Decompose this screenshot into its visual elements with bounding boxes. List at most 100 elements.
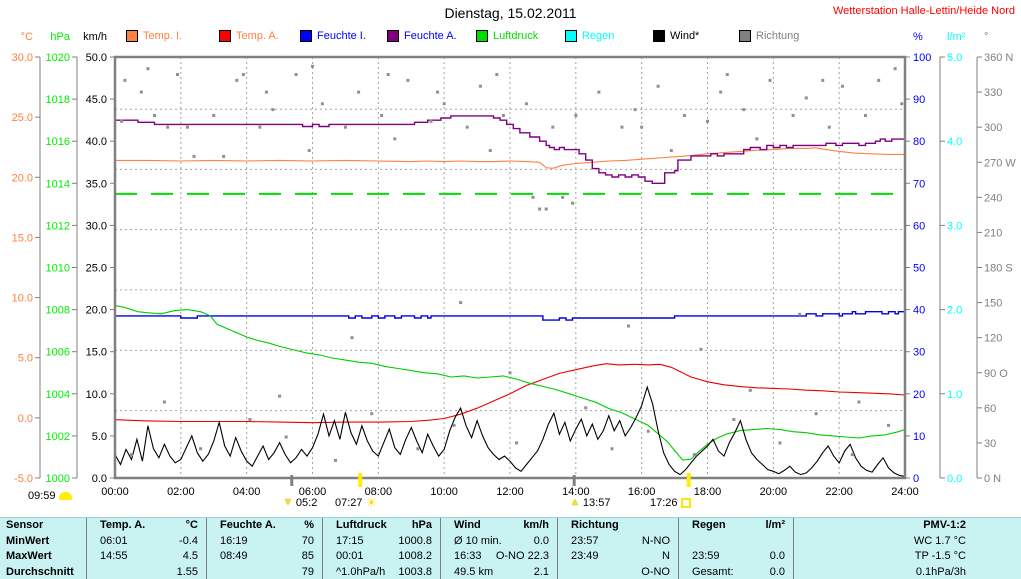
wind-direction-point — [508, 371, 512, 375]
wind-direction-point — [416, 447, 420, 451]
wind-direction-point — [561, 195, 565, 199]
wind-direction-point — [610, 447, 614, 451]
axis-tick-label: 60 — [913, 220, 925, 232]
table-cell: hPa — [411, 519, 432, 531]
legend-item-regen[interactable]: Regen — [565, 30, 614, 42]
series-line-temp-i- — [115, 147, 905, 169]
x-axis-label: 14:00 — [562, 486, 590, 498]
x-axis-label: 16:00 — [628, 486, 656, 498]
axis-tick-label: 360 N — [984, 52, 1013, 64]
legend-item-wind-[interactable]: Wind* — [653, 30, 699, 42]
table-cell: 70 — [301, 534, 314, 547]
sunrise-marker: 07:27 ☀ — [335, 496, 377, 509]
axis-tick-label: 30 — [913, 347, 925, 359]
x-axis-label: 08:00 — [365, 486, 393, 498]
table-cell: 1000.8 — [398, 534, 432, 547]
moonset-marker: ▼ 05:2 — [283, 497, 317, 509]
wind-direction-point — [732, 418, 736, 422]
axis-tick-label: 20.0 — [86, 305, 107, 317]
sun-daylight-icon — [58, 492, 72, 500]
legend-item-luftdruck[interactable]: Luftdruck — [476, 30, 538, 42]
axis-tick-label: 15.0 — [12, 232, 33, 244]
wind-direction-point — [692, 453, 696, 457]
wind-direction-point — [669, 149, 673, 153]
legend-label: Feuchte A. — [404, 30, 457, 42]
x-axis-label: 24:00 — [891, 486, 919, 498]
axis-tick-label: 0 — [913, 473, 919, 485]
wind-direction-point — [185, 125, 189, 129]
table-cell: -0.4 — [179, 534, 198, 547]
wind-direction-point — [748, 388, 752, 392]
axis-tick-label: 5.0 — [92, 431, 107, 443]
axis-tick-label: 4.0 — [947, 136, 962, 148]
axis-tick-label: 1.0 — [947, 389, 962, 401]
legend-swatch-icon — [126, 30, 138, 42]
axis-tick-label: 1010 — [46, 263, 70, 275]
axis-tick-label: 1002 — [46, 431, 70, 443]
legend-swatch-icon — [653, 30, 665, 42]
axis-tick-label: 180 S — [984, 263, 1013, 275]
axis-tick-label: 35.0 — [86, 178, 107, 190]
wind-direction-point — [501, 113, 505, 117]
axis-tick-label: 1020 — [46, 52, 70, 64]
wind-direction-point — [271, 108, 275, 112]
weather-chart: 30.025.020.015.010.05.00.0-5.0°C10201018… — [12, 31, 1017, 498]
x-axis-label: 18:00 — [694, 486, 722, 498]
axis-tick-label: 10 — [913, 431, 925, 443]
wind-direction-point — [334, 458, 338, 462]
moonrise-time: 13:57 — [582, 497, 611, 509]
axis-tick-label: 1016 — [46, 136, 70, 148]
axis-tick-label: 1006 — [46, 347, 70, 359]
table-cell: 49.5 km — [454, 565, 494, 578]
axis-tick-label: 30 — [984, 438, 996, 450]
legend-item-temp-a-[interactable]: Temp. A. — [219, 30, 279, 42]
x-axis-label: 02:00 — [167, 486, 195, 498]
wind-direction-point — [850, 453, 854, 457]
wind-direction-point — [584, 406, 588, 410]
axis-tick-label: 40.0 — [86, 136, 107, 148]
axis-tick-label: 30.0 — [12, 52, 33, 64]
moon-up-arrow-icon: ▲ — [570, 497, 580, 508]
legend-item-feuchte-i-[interactable]: Feuchte I. — [300, 30, 366, 42]
wind-direction-point — [791, 113, 795, 117]
axis-tick-label: 20 — [913, 389, 925, 401]
table-column-richtung: Richtung 23:57 N-NO 23:49 N O-NO — [557, 518, 679, 579]
axis-unit-label: ° — [984, 31, 988, 43]
wind-direction-point — [778, 441, 782, 445]
wind-direction-point — [538, 207, 542, 211]
axis-tick-label: 0.0 — [92, 473, 107, 485]
legend-swatch-icon — [219, 30, 231, 42]
table-cell: Luftdruck — [336, 519, 387, 531]
table-cell: Temp. A. — [100, 519, 146, 531]
axis-tick-label: 25.0 — [12, 112, 33, 124]
wind-direction-point — [248, 418, 252, 422]
table-cell: 16:19 — [220, 534, 248, 547]
sunset-time: 17:26 — [650, 497, 678, 509]
wind-direction-point — [436, 90, 440, 94]
table-cell: 14:55 — [100, 550, 128, 562]
wind-direction-point — [370, 412, 374, 416]
wind-direction-point — [706, 119, 709, 123]
axis-tick-label: 40 — [913, 305, 925, 317]
wind-direction-point — [199, 447, 203, 451]
wind-direction-point — [814, 412, 818, 416]
table-cell: MinWert — [6, 534, 50, 547]
table-cell: N — [662, 550, 670, 562]
axis-unit-label: hPa — [50, 31, 70, 43]
table-cell: 0.0 — [769, 550, 785, 562]
wind-direction-point — [864, 113, 867, 117]
sunrise-time: 07:27 — [335, 497, 363, 509]
wind-direction-point — [798, 312, 802, 316]
axis-tick-label: 2.0 — [947, 305, 962, 317]
table-cell: 1008.2 — [398, 550, 432, 562]
wind-direction-point — [755, 137, 759, 141]
legend-item-temp-i-[interactable]: Temp. I. — [126, 30, 182, 42]
axis-tick-label: 1012 — [46, 220, 70, 232]
sunset-sun-icon — [680, 498, 691, 508]
legend-item-richtung[interactable]: Richtung — [739, 30, 799, 42]
legend-item-feuchte-a-[interactable]: Feuchte A. — [387, 30, 457, 42]
wind-direction-point — [597, 90, 601, 94]
series-line-wind — [114, 385, 906, 477]
table-column-feuchte-a-: Feuchte A.% 16:19 70 08:49 85 79 — [206, 518, 323, 579]
